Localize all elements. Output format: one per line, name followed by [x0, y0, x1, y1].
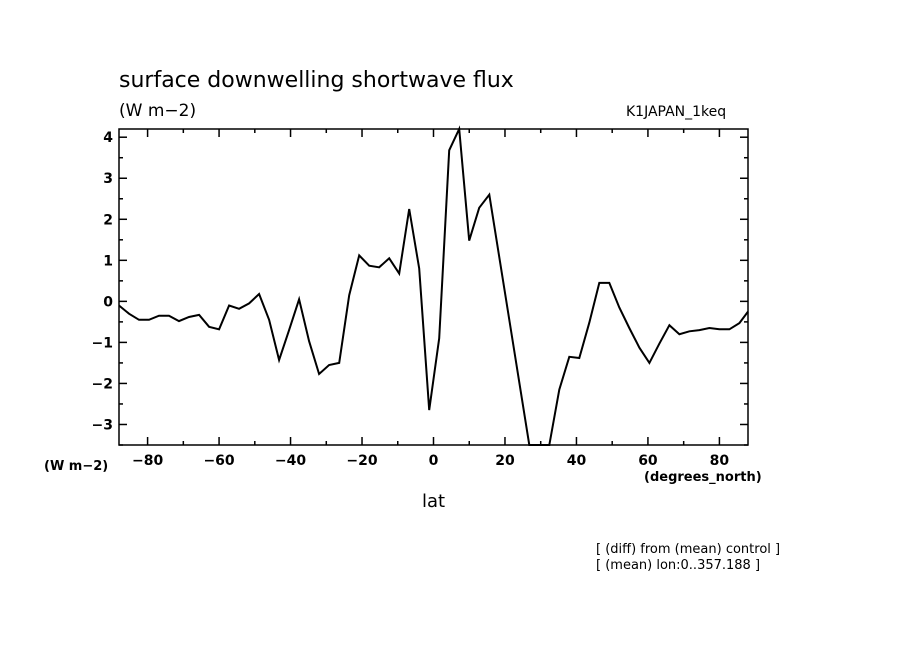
run-label: K1JAPAN_1keq — [626, 104, 727, 120]
y-tick-label: 4 — [103, 130, 113, 146]
x-tick-label: 0 — [429, 453, 439, 469]
chart-title: surface downwelling shortwave flux — [119, 68, 514, 93]
x-axis-units: (degrees_north) — [644, 470, 762, 485]
x-tick-label: 80 — [710, 453, 730, 469]
y-axis-units: (W m−2) — [44, 459, 109, 474]
x-tick-label: 40 — [567, 453, 587, 469]
x-tick-label: −20 — [346, 453, 377, 469]
y-tick-label: −2 — [92, 376, 113, 392]
plot-frame — [118, 128, 749, 446]
x-tick-label: 60 — [638, 453, 658, 469]
x-tick-label: 20 — [495, 453, 515, 469]
series-line — [118, 125, 749, 446]
x-tick-label: −80 — [132, 453, 163, 469]
x-tick-label: −40 — [275, 453, 306, 469]
y-tick-label: 3 — [103, 171, 113, 187]
note-mean: [ (mean) lon:0..357.188 ] — [596, 558, 761, 573]
x-axis-label: lat — [422, 491, 446, 512]
y-tick-label: −3 — [92, 417, 113, 433]
chart-units: (W m−2) — [119, 101, 197, 121]
note-diff: [ (diff) from (mean) control ] — [596, 542, 781, 557]
y-tick-label: 1 — [103, 253, 113, 269]
y-tick-label: 0 — [103, 294, 113, 310]
x-tick-label: −60 — [203, 453, 234, 469]
y-tick-label: 2 — [103, 212, 113, 228]
y-tick-label: −1 — [92, 335, 113, 351]
